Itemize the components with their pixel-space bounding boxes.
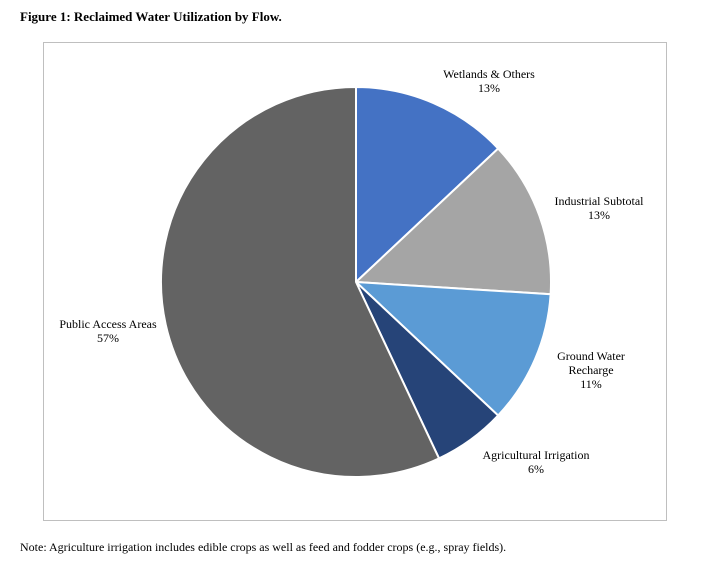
pie-slice-public-access-areas xyxy=(160,85,441,478)
slice-label-agricultural-irrigation: Agricultural Irrigation 6% xyxy=(483,448,590,476)
pie-slice-ground-water-recharge xyxy=(353,280,552,417)
slice-label-public-access-areas: Public Access Areas 57% xyxy=(59,317,157,345)
pie-slice-wetlands-others xyxy=(355,85,500,285)
figure-note: Note: Agriculture irrigation includes ed… xyxy=(20,540,507,554)
slice-label-wetlands-others: Wetlands & Others 13% xyxy=(443,67,535,95)
chart-area: Wetlands & Others 13% Industrial Subtotal 1… xyxy=(43,42,667,521)
figure-title: Figure 1: Reclaimed Water Utilization by… xyxy=(20,9,282,24)
pie-slice-industrial-subtotal xyxy=(353,147,553,296)
slice-label-industrial-subtotal: Industrial Subtotal 13% xyxy=(555,194,645,222)
slice-label-ground-water-recharge: Ground Water Recharge 11% xyxy=(557,349,625,391)
pie-chart: Wetlands & Others 13% Industrial Subtotal 1… xyxy=(59,67,645,478)
